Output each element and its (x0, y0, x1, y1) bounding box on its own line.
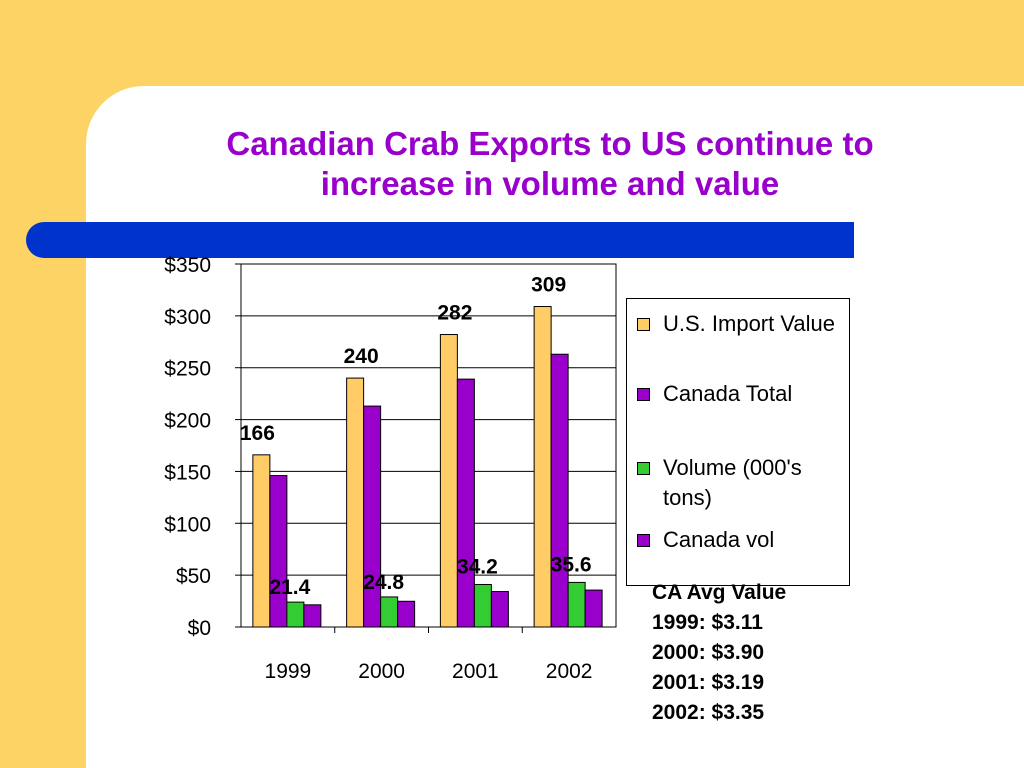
data-label-canada-vol: 21.4 (269, 576, 310, 599)
x-tick-label: 2001 (452, 660, 499, 683)
x-tick-label: 2000 (358, 660, 405, 683)
y-tick-label: $100 (164, 513, 211, 536)
slide-title: Canadian Crab Exports to US continue to … (150, 124, 950, 204)
bar (346, 377, 365, 628)
bar (252, 454, 271, 628)
y-tick-label: $0 (188, 617, 211, 640)
chart-legend: U.S. Import Value Canada Total Volume (0… (626, 298, 850, 586)
x-tick-label: 1999 (265, 660, 312, 683)
bar (567, 581, 586, 628)
legend-swatch (637, 534, 650, 547)
avg-value-1999: 1999: $3.11 (652, 611, 763, 634)
bar (473, 583, 492, 628)
data-label-canada-vol: 35.6 (551, 553, 592, 576)
bar (380, 596, 399, 628)
legend-label: Volume (000's tons) (663, 455, 802, 510)
title-underline-band (26, 222, 854, 258)
data-label-canada-vol: 24.8 (363, 571, 404, 594)
bar (286, 601, 305, 628)
bar (584, 589, 603, 628)
data-label-us-import: 282 (437, 302, 472, 325)
y-tick-label: $300 (164, 306, 211, 329)
slide-title-line-2: increase in volume and value (320, 165, 780, 202)
bar (439, 334, 458, 628)
legend-swatch (637, 462, 650, 475)
bar (550, 353, 569, 628)
avg-value-2000: 2000: $3.90 (652, 641, 765, 664)
data-label-us-import: 240 (344, 345, 379, 368)
bar (533, 306, 552, 628)
legend-swatch (637, 318, 650, 331)
y-tick-label: $200 (164, 410, 211, 433)
bar (303, 604, 322, 628)
data-label-us-import: 309 (531, 274, 566, 297)
legend-label: Canada vol (663, 527, 775, 552)
legend-swatch (637, 388, 650, 401)
bar (363, 405, 382, 628)
avg-value-2001: 2001: $3.19 (652, 671, 765, 694)
legend-label: Canada Total (663, 381, 793, 406)
data-label-us-import: 166 (240, 422, 275, 445)
legend-label: U.S. Import Value (663, 311, 835, 336)
bar (269, 475, 288, 628)
bar (490, 591, 509, 628)
y-tick-label: $350 (164, 254, 211, 277)
x-tick-label: 2002 (546, 660, 593, 683)
bar (397, 600, 416, 628)
y-tick-label: $250 (164, 358, 211, 381)
y-tick-label: $50 (176, 565, 211, 588)
avg-value-2002: 2002: $3.35 (652, 701, 765, 724)
avg-value-heading: CA Avg Value (652, 581, 787, 604)
avg-value-note: CA Avg Value 1999: $3.11 2000: $3.90 200… (652, 578, 786, 728)
slide-title-line-1: Canadian Crab Exports to US continue to (226, 125, 874, 162)
y-tick-label: $150 (164, 461, 211, 484)
bar (456, 378, 475, 628)
data-label-canada-vol: 34.2 (457, 555, 498, 578)
